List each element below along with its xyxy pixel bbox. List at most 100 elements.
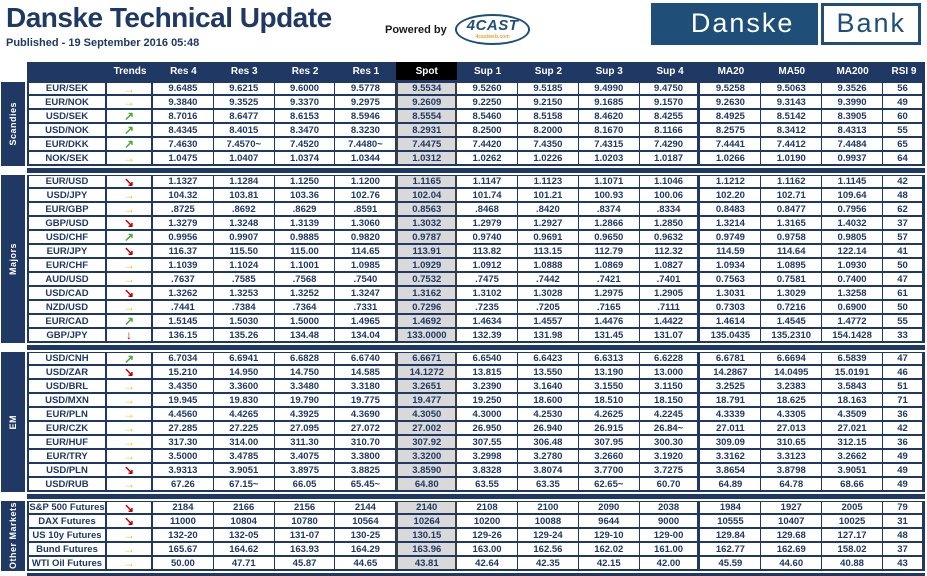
trend-up-icon: ↗ (107, 138, 153, 150)
rsi-cell: 46 (883, 366, 925, 378)
level-cell: 1.1071 (579, 176, 640, 187)
level-cell: 8.3230 (335, 124, 397, 136)
group-em: EM USD/CNH ↗ 6.7034 6.6941 6.6828 6.6740 6.6671… (1, 352, 925, 492)
level-cell: 42.00 (640, 557, 701, 569)
table-row: EUR/PLN → 4.4560 4.4265 4.3925 4.3690 4.3050 4.… (27, 408, 925, 422)
level-cell: 3.2390 (457, 380, 518, 392)
level-cell: 1.0344 (335, 152, 397, 164)
level-cell: .8334 (640, 203, 701, 215)
4cast-logo-text: 4CAST (466, 17, 519, 34)
level-cell: 122.14 (822, 245, 883, 257)
trend-down-icon: ↘ (107, 502, 153, 513)
level-cell: 9.5258 (700, 83, 762, 94)
trend-arrow-glyph: → (123, 96, 135, 108)
level-cell: 63.35 (518, 478, 579, 490)
level-cell: 44.60 (761, 557, 823, 569)
column-header-res-1: Res 1 (335, 62, 397, 80)
level-cell: 3.4350 (153, 380, 214, 392)
level-cell: 9.3370 (275, 96, 336, 108)
rsi-cell: 31 (883, 515, 925, 527)
level-cell: 1.2975 (579, 287, 640, 299)
trend-arrow-glyph: → (123, 529, 135, 541)
level-cell: 8.4620 (579, 110, 640, 122)
level-cell: 8.3470 (275, 124, 336, 136)
level-cell: 42.35 (518, 557, 579, 569)
level-cell: 165.67 (153, 543, 214, 555)
pair-label: WTI Oil Futures (27, 557, 107, 569)
level-cell: 7.4520 (275, 138, 336, 150)
level-cell: 7.4630 (153, 138, 214, 150)
spot-cell: 1.4692 (396, 315, 458, 327)
level-cell: 18.791 (700, 394, 762, 406)
trend-up-icon: ↗ (107, 110, 153, 122)
level-cell: 62.65~ (579, 478, 640, 490)
trend-arrow-glyph: ↘ (123, 176, 135, 187)
trend-arrow-glyph: → (123, 408, 135, 420)
level-cell: 2108 (457, 502, 518, 513)
level-cell: 1.3029 (761, 287, 823, 299)
trend-flat-icon: → (107, 96, 153, 108)
column-header-sup-1: Sup 1 (457, 62, 518, 80)
level-cell: 7.4480~ (335, 138, 397, 150)
pair-label: EUR/JPY (27, 245, 107, 257)
level-cell: 4.4265 (214, 408, 275, 420)
level-cell: 1927 (761, 502, 823, 513)
level-cell: 7.4484 (822, 138, 883, 150)
pair-label: USD/NOK (27, 124, 107, 136)
level-cell: 13.815 (457, 366, 518, 378)
column-header-ma50: MA50 (761, 62, 823, 80)
level-cell: 10025 (822, 515, 883, 527)
level-cell: 307.95 (579, 436, 640, 448)
level-cell: 310.70 (335, 436, 397, 448)
level-cell: 1.3253 (214, 287, 275, 299)
page-title: Danske Technical Update (6, 2, 332, 33)
level-cell: 163.93 (275, 543, 336, 555)
level-cell: 14.950 (214, 366, 275, 378)
level-cell: 13.190 (579, 366, 640, 378)
rsi-cell: 48 (883, 529, 925, 541)
rsi-cell: 49 (883, 450, 925, 462)
pair-label: EUR/HUF (27, 436, 107, 448)
trend-arrow-glyph: → (123, 301, 135, 313)
rsi-cell: 36 (883, 436, 925, 448)
level-cell: 115.50 (214, 245, 275, 257)
pair-label: EUR/USD (27, 176, 107, 187)
level-cell: 6.5839 (822, 353, 883, 364)
level-cell: 1.1250 (275, 176, 336, 187)
table-row: US 10y Futures → 132-20 132-05 131-07 130-25 1… (27, 529, 925, 543)
level-cell: 9.3840 (153, 96, 214, 108)
group-separator (27, 168, 925, 173)
level-cell: 14.750 (275, 366, 336, 378)
level-cell: 1.0985 (335, 259, 397, 271)
level-cell: 0.7956 (822, 203, 883, 215)
level-cell: .7421 (579, 273, 640, 285)
group-majors: Majors EUR/USD ↘ 1.1327 1.1284 1.1250 1.1200 1.… (1, 175, 925, 343)
level-cell: 3.8975 (275, 464, 336, 476)
column-header-rsi-9: RSI 9 (882, 62, 925, 80)
level-cell: 3.8654 (700, 464, 762, 476)
rsi-cell: 47 (883, 353, 925, 364)
level-cell: 158.02 (822, 543, 883, 555)
pair-label: EUR/GBP (27, 203, 107, 215)
level-cell: 104.32 (153, 189, 214, 201)
level-cell: 0.9956 (153, 231, 214, 243)
rsi-cell: 62 (883, 203, 925, 215)
level-cell: 1.0262 (457, 152, 518, 164)
level-cell: 9.1685 (579, 96, 640, 108)
table-row: NZD/USD → .7441.7384.7364.7331 0.7296.7235.… (27, 301, 925, 315)
level-cell: 112.79 (579, 245, 640, 257)
trend-flat-icon: → (107, 436, 153, 448)
level-cell: .7568 (275, 273, 336, 285)
pair-label: USD/RUB (27, 478, 107, 490)
level-cell: 8.3905 (822, 110, 883, 122)
level-cell: 1.0888 (518, 259, 579, 271)
level-cell: 1.4557 (518, 315, 579, 327)
level-cell: 1.3248 (214, 217, 275, 229)
level-cell: 3.1550 (579, 380, 640, 392)
level-cell: 19.945 (153, 394, 214, 406)
spot-cell: 2140 (396, 502, 458, 513)
level-cell: 1.0187 (640, 152, 701, 164)
level-cell: 26.940 (518, 422, 579, 434)
level-cell: 131-07 (275, 529, 336, 541)
rsi-cell: 41 (883, 245, 925, 257)
